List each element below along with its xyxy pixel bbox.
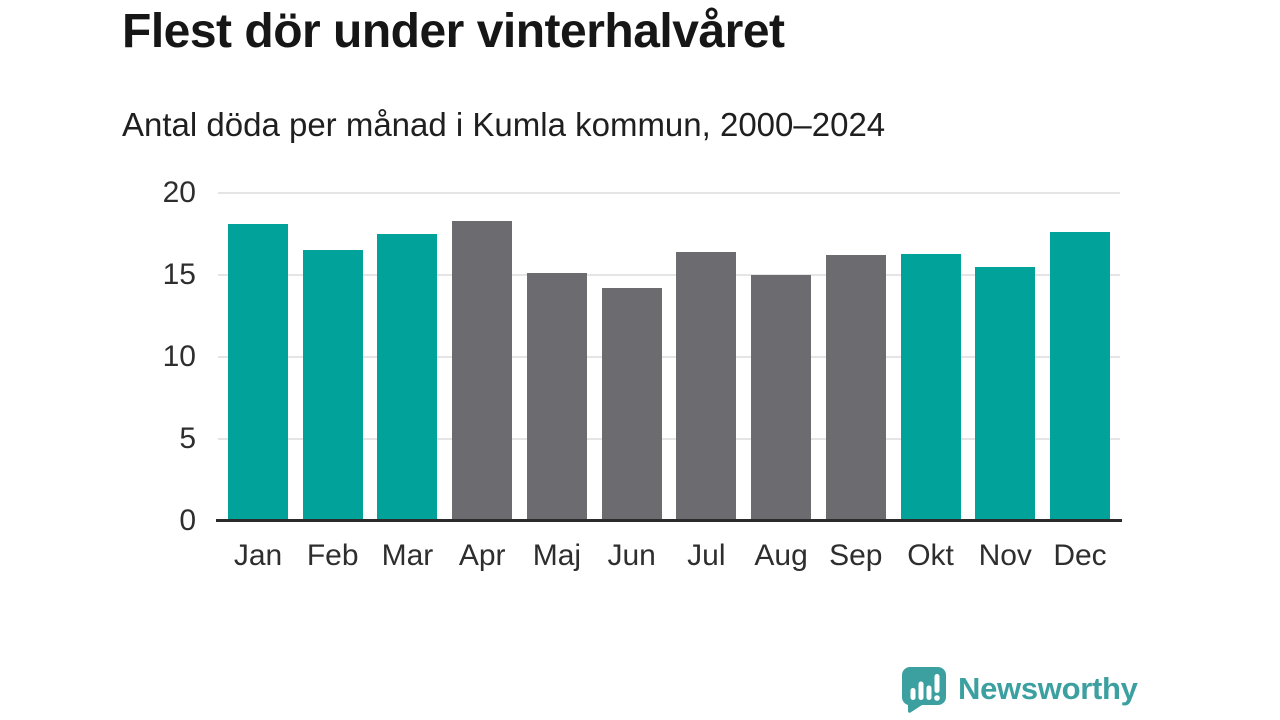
- x-tick-label-aug: Aug: [754, 539, 808, 572]
- y-tick-label-0: 0: [179, 504, 196, 537]
- x-tick-label-nov: Nov: [978, 539, 1032, 572]
- x-tick-label-jan: Jan: [233, 539, 283, 572]
- bar-okt: [900, 253, 961, 519]
- x-tick-label-feb: Feb: [306, 539, 359, 572]
- x-tick-label-jul: Jul: [687, 539, 726, 572]
- bar-chart-speech-bubble-icon: [900, 665, 948, 713]
- gridline-15: [218, 274, 1120, 276]
- bar-jan: [228, 224, 288, 519]
- y-tick-label-15: 15: [162, 258, 196, 291]
- bar-apr: [452, 220, 513, 519]
- y-tick-label-10: 10: [162, 340, 196, 373]
- x-tick-label-sep: Sep: [829, 539, 883, 572]
- bar-dec: [1050, 232, 1110, 519]
- gridline-10: [218, 356, 1120, 358]
- newsworthy-logo-text: Newsworthy: [958, 671, 1138, 706]
- gridline-20: [218, 192, 1120, 194]
- x-axis-line: [216, 519, 1122, 522]
- y-tick-label-5: 5: [179, 422, 196, 455]
- bar-maj: [526, 273, 587, 519]
- x-tick-label-apr: Apr: [458, 539, 506, 572]
- chart-title: Flest dör under vinterhalvåret: [122, 5, 785, 58]
- bar-jul: [676, 252, 737, 519]
- bar-sep: [825, 255, 886, 519]
- x-tick-label-mar: Mar: [381, 539, 434, 572]
- bar-nov: [975, 266, 1036, 519]
- x-tick-label-maj: Maj: [532, 539, 582, 572]
- bar-mar: [377, 234, 438, 519]
- x-tick-label-dec: Dec: [1053, 539, 1107, 572]
- y-tick-label-20: 20: [162, 176, 196, 209]
- bar-feb: [302, 250, 363, 519]
- x-tick-label-jun: Jun: [607, 539, 656, 572]
- bar-jun: [601, 288, 662, 519]
- gridline-5: [218, 438, 1120, 440]
- x-tick-label-okt: Okt: [907, 539, 954, 572]
- newsworthy-logo: Newsworthy: [900, 665, 1138, 713]
- bar-aug: [751, 275, 812, 519]
- chart-subtitle: Antal döda per månad i Kumla kommun, 200…: [122, 106, 886, 143]
